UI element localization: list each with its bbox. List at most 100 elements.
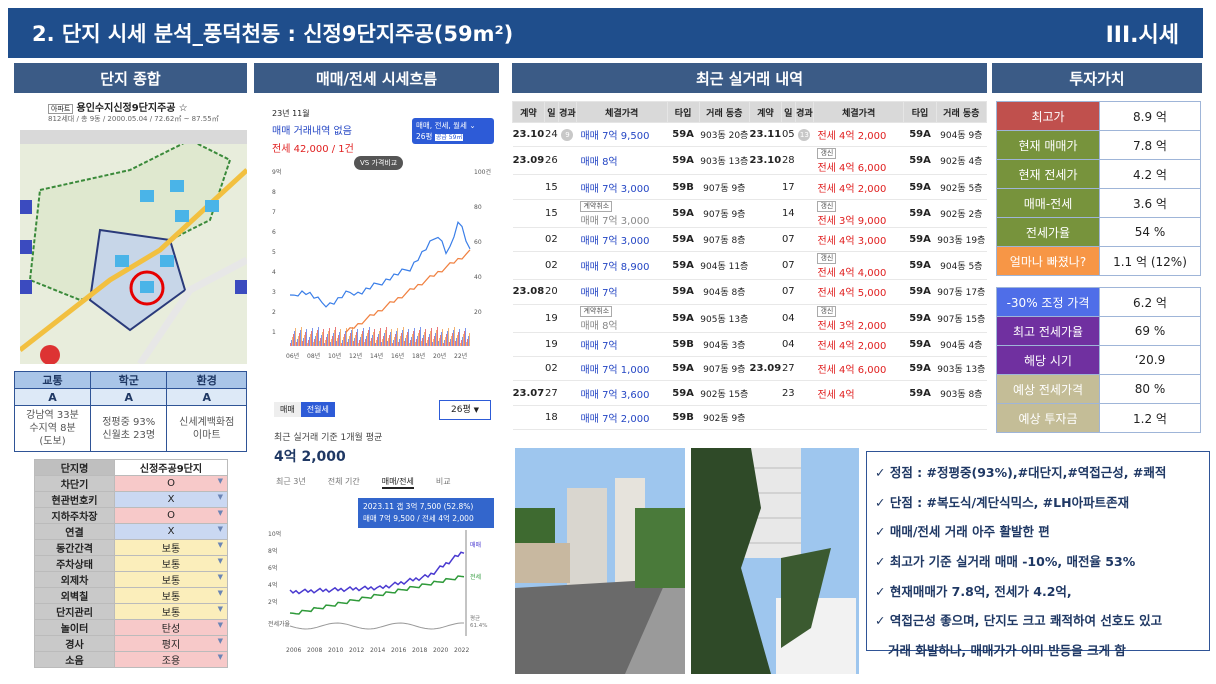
deal-month bbox=[749, 251, 782, 281]
detail-value-select[interactable]: O ▼ bbox=[114, 475, 228, 492]
deal-month bbox=[749, 279, 782, 305]
deal-row[interactable]: 02 매매 7억 8,900 59A 904동 11층 07 갱신 전세 4억 4… bbox=[512, 251, 987, 281]
deal-row[interactable]: 18 매매 7억 2,000 59B 902동 9층 bbox=[512, 405, 987, 431]
detail-label: 소음 bbox=[34, 651, 115, 668]
deal-type: 59A bbox=[667, 199, 700, 228]
y-tick-right: 80 bbox=[474, 204, 482, 211]
deal-elapsed bbox=[558, 405, 577, 431]
tab-sale[interactable]: 매매 bbox=[274, 402, 301, 417]
compare-button[interactable]: VS 가격비교 bbox=[354, 156, 404, 170]
period-tab-all[interactable]: 전체 기간 bbox=[327, 477, 360, 486]
detail-line: 신월초 23명 bbox=[102, 429, 156, 441]
deal-day: 26 bbox=[544, 146, 559, 176]
y-tick: 3 bbox=[272, 289, 276, 296]
y-tick: 8 bbox=[272, 189, 276, 196]
trend-filter-box[interactable]: 매매, 전세, 월세 ⌄ 26평 공급 59㎡ bbox=[412, 118, 494, 144]
detail-value-select[interactable]: 탄성 ▼ bbox=[114, 619, 228, 636]
detail-value-select[interactable]: 조용 ▼ bbox=[114, 651, 228, 668]
deal-month bbox=[512, 356, 545, 382]
deal-price-cell: 매매 7억 bbox=[576, 279, 667, 305]
period-tab-sale-jeonse[interactable]: 매매/전세 bbox=[381, 476, 414, 489]
dropdown-arrow-icon: ▼ bbox=[217, 589, 223, 597]
deal-elapsed bbox=[795, 199, 814, 228]
deal-month bbox=[512, 227, 545, 253]
map-image[interactable] bbox=[20, 130, 247, 364]
detail-value: 보통 bbox=[161, 544, 181, 555]
deal-floor: 907동 17층 bbox=[936, 279, 987, 305]
detail-value-select[interactable]: 보통 ▼ bbox=[114, 539, 228, 556]
tab-jeonse[interactable]: 전월세 bbox=[300, 402, 335, 417]
invest-label: 해당 시기 bbox=[996, 345, 1100, 375]
detail-value-select[interactable]: X ▼ bbox=[114, 523, 228, 540]
star-icon[interactable]: ☆ bbox=[178, 103, 188, 114]
deal-type: 59A bbox=[903, 174, 937, 200]
deal-price-cell: 전세 4억 2,000 bbox=[813, 174, 904, 200]
trend-top-panel: 23년 11월 매매 거래내역 없음 전세 42,000 / 1건 매매, 전세… bbox=[262, 108, 500, 366]
deal-floor: 903동 20층 bbox=[699, 122, 750, 148]
legend-avg: 평균 bbox=[470, 615, 480, 622]
deal-floor: 904동 3층 bbox=[699, 332, 750, 357]
deal-tag: 갱신 bbox=[817, 305, 837, 317]
deal-type: 59A bbox=[667, 227, 700, 253]
x-tick: 2008 bbox=[307, 647, 322, 654]
deal-row[interactable]: 15 계약취소 매매 7억 3,000 59A 907동 9층 14 갱신 전세 3… bbox=[512, 199, 987, 228]
deal-month bbox=[512, 304, 545, 333]
deal-price-cell: 매매 7억 9,500 bbox=[576, 122, 667, 148]
period-tab-compare[interactable]: 비교 bbox=[435, 477, 451, 486]
deal-row[interactable]: 19 매매 7억 59B 904동 3층 04 전세 4억 2,000 59A … bbox=[512, 332, 987, 357]
rating-detail-transport: 강남역 33분 수지역 8분 (도보) bbox=[13, 405, 92, 452]
deal-price-cell: 갱신 전세 4억 6,000 bbox=[813, 146, 904, 176]
invest-row: 예상 투자금 1.2 억 bbox=[996, 403, 1201, 433]
deal-row[interactable]: 15 매매 7억 3,000 59B 907동 9층 17 전세 4억 2,00… bbox=[512, 174, 987, 200]
trend-size-select[interactable]: 26평 ▼ bbox=[439, 400, 491, 420]
x-tick: 22년 bbox=[454, 352, 467, 360]
invest-value: 8.9 억 bbox=[1099, 101, 1201, 131]
detail-line: 강남역 33분 bbox=[26, 410, 79, 421]
deal-floor: 902동 15층 bbox=[699, 380, 750, 406]
deal-elapsed bbox=[795, 304, 814, 333]
detail-value-select[interactable]: O ▼ bbox=[114, 507, 228, 524]
deal-floor: 907동 8층 bbox=[699, 227, 750, 253]
detail-value-select[interactable]: 보통 ▼ bbox=[114, 603, 228, 620]
deal-price-cell: 계약취소 매매 8억 bbox=[576, 304, 667, 333]
detail-value-select[interactable]: 평지 ▼ bbox=[114, 635, 228, 652]
deal-price: 전세 4억 2,000 bbox=[817, 340, 887, 352]
detail-value: X bbox=[167, 526, 175, 537]
deal-elapsed bbox=[795, 356, 814, 382]
deal-row[interactable]: 02 매매 7억 1,000 59A 907동 9층 23.09 27 전세 4억… bbox=[512, 356, 987, 382]
detail-value-select[interactable]: 보통 ▼ bbox=[114, 587, 228, 604]
detail-value-select[interactable]: 보통 ▼ bbox=[114, 555, 228, 572]
deal-month: 23.11 bbox=[749, 122, 782, 148]
deal-row[interactable]: 02 매매 7억 3,000 59A 907동 8층 07 전세 4억 3,00… bbox=[512, 227, 987, 253]
deal-type: 59B bbox=[667, 174, 700, 200]
detail-label: 지하주차장 bbox=[34, 507, 115, 524]
deal-row[interactable]: 19 계약취소 매매 8억 59A 905동 13층 04 갱신 전세 3억 2,0… bbox=[512, 304, 987, 333]
invest-label: 최고가 bbox=[996, 101, 1100, 131]
period-tab-3y[interactable]: 최근 3년 bbox=[276, 477, 306, 486]
detail-value-select[interactable]: 보통 ▼ bbox=[114, 571, 228, 588]
deal-day: 17 bbox=[781, 174, 796, 200]
trend-caption: 최근 실거래 기준 1개월 평균 bbox=[274, 433, 383, 443]
deal-price-cell: 전세 4억 2,000 bbox=[813, 332, 904, 357]
deal-floor: 903동 13층 bbox=[699, 146, 750, 176]
deal-row[interactable]: 23.09 26 매매 8억 59A 903동 13층 23.10 28 갱신 전세… bbox=[512, 146, 987, 176]
deal-price: 전세 3억 9,000 bbox=[817, 215, 887, 227]
deal-row[interactable]: 23.10 24 9 매매 7억 9,500 59A 903동 20층 23.11… bbox=[512, 122, 987, 148]
deal-elapsed bbox=[558, 380, 577, 406]
deal-row[interactable]: 23.08 20 매매 7억 59A 904동 8층 07 전세 4억 5,00… bbox=[512, 279, 987, 305]
legend-sale: 매매 bbox=[470, 541, 481, 549]
deal-price-cell: 전세 4억 5,000 bbox=[813, 279, 904, 305]
deal-tag: 계약취소 bbox=[580, 305, 613, 317]
deal-price: 전세 4억 5,000 bbox=[817, 288, 887, 300]
deal-month: 23.09 bbox=[749, 356, 782, 382]
deal-price-cell: 갱신 전세 3억 9,000 bbox=[813, 199, 904, 228]
deal-type: 59A bbox=[667, 380, 700, 406]
deal-row[interactable]: 23.07 27 매매 7억 3,600 59A 902동 15층 23 전세 … bbox=[512, 380, 987, 406]
deal-month bbox=[749, 380, 782, 406]
detail-row: 외벽칠 보통 ▼ bbox=[34, 587, 228, 604]
trend-bottom-chart: 10억 8억 6억 4억 2억 매매 전세 평균 61.4% 전세가율 2006 2008… bbox=[268, 530, 487, 654]
ratings-table: 교통 학군 환경 A A A 강남역 33분 수지역 8분 (도보) 정평중 9… bbox=[13, 371, 247, 452]
detail-value-select[interactable]: X ▼ bbox=[114, 491, 228, 508]
deal-elapsed bbox=[558, 304, 577, 333]
trend-top-chart: 9억 8 7 6 5 4 3 2 1 100건 80 60 40 20 06년 08년 10년 12년 14년 1… bbox=[272, 168, 491, 360]
